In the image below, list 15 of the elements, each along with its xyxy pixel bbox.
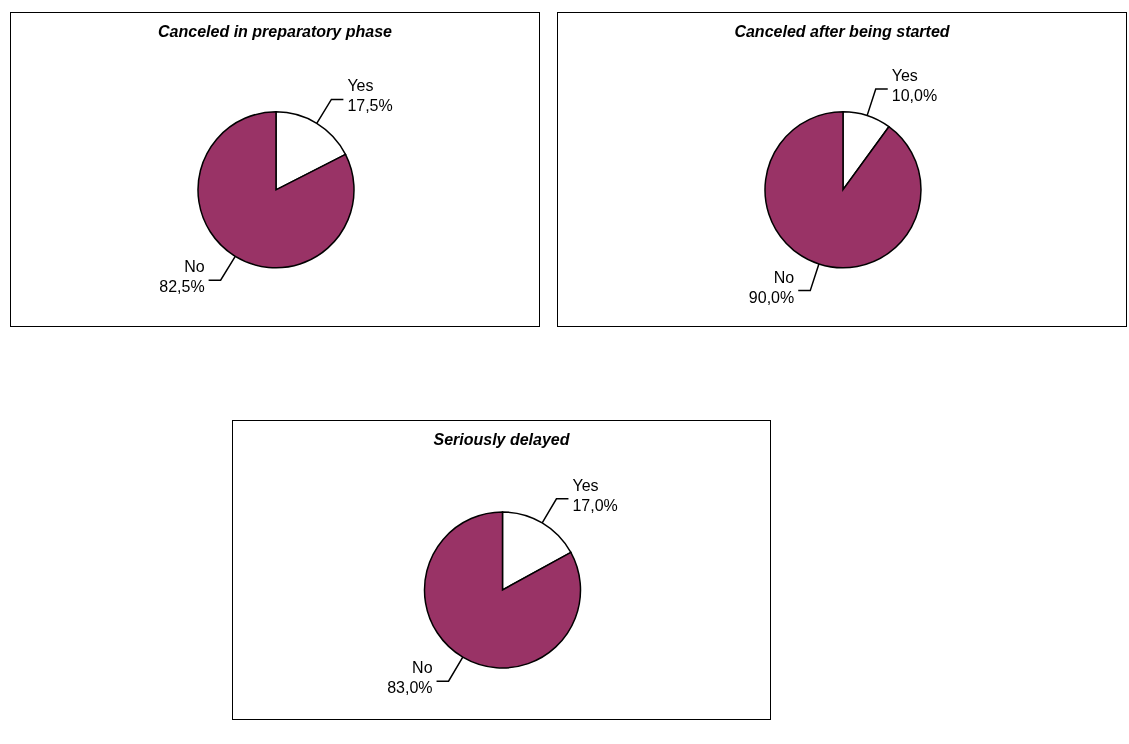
slice-label: Yes bbox=[891, 66, 918, 84]
slice-label: Yes bbox=[572, 476, 599, 494]
chart-title: Seriously delayed bbox=[432, 431, 571, 450]
data-label: 90,0% bbox=[748, 288, 795, 306]
data-label: 17,5% bbox=[347, 97, 393, 115]
chart-title: Canceled after being started bbox=[733, 23, 951, 42]
slice-label: No bbox=[773, 268, 795, 286]
data-label: 82,5% bbox=[159, 278, 205, 296]
data-label: 83,0% bbox=[387, 679, 433, 697]
slice-label: Yes bbox=[347, 77, 374, 95]
slice-label: No bbox=[184, 258, 205, 276]
data-label: 17,0% bbox=[572, 496, 618, 514]
chart-title: Canceled in preparatory phase bbox=[157, 23, 393, 42]
data-label: 10,0% bbox=[891, 86, 938, 104]
slice-label: No bbox=[412, 659, 433, 677]
